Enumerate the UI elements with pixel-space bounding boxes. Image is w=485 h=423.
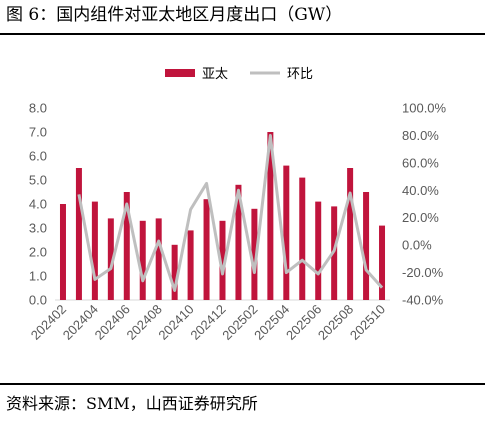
- y-left-tick-label: 3.0: [29, 221, 47, 236]
- line-series-path: [77, 133, 384, 292]
- bar: [267, 132, 274, 300]
- bar: [171, 244, 178, 300]
- line-series: [77, 133, 384, 292]
- x-axis-labels: 2024022024042024062024082024102024122025…: [28, 302, 388, 343]
- y-right-tick-label: 20.0%: [402, 210, 439, 225]
- bar: [107, 218, 114, 300]
- chart-axes: 0.0 1.0 2.0 3.0 4.0 5.0 6.0 7.0 8.0 -40.0% -20.0% 0…: [29, 101, 447, 308]
- legend-label: 环比: [287, 67, 313, 82]
- y-left-tick-label: 0.0: [29, 293, 47, 308]
- y-left-tick-label: 7.0: [29, 125, 47, 140]
- bar: [59, 204, 66, 300]
- bar: [123, 192, 130, 300]
- y-left-tick-label: 5.0: [29, 173, 47, 188]
- bar: [347, 168, 354, 300]
- bar: [139, 220, 146, 300]
- y-right-tick-label: 60.0%: [402, 155, 439, 170]
- bar: [187, 230, 194, 300]
- bar: [203, 199, 210, 300]
- bar: [299, 177, 306, 300]
- bar-series: [59, 132, 386, 300]
- y-left-tick-label: 6.0: [29, 149, 47, 164]
- y-left-tick-label: 4.0: [29, 197, 47, 212]
- y-left-tick-label: 2.0: [29, 245, 47, 260]
- bar: [219, 220, 226, 300]
- y-right-tick-label: -20.0%: [402, 265, 444, 280]
- y-right-tick-label: 0.0%: [402, 238, 432, 253]
- y-left-tick-label: 8.0: [29, 101, 47, 116]
- x-tick-label: 202510: [347, 302, 388, 343]
- y-right-tick-label: 100.0%: [402, 101, 447, 116]
- bar: [155, 218, 162, 300]
- y-right-tick-label: 40.0%: [402, 183, 439, 198]
- legend-label: 亚太: [202, 67, 228, 82]
- y-right-tick-label: -40.0%: [402, 293, 444, 308]
- y-left-tick-label: 1.0: [29, 269, 47, 284]
- bar: [379, 225, 386, 300]
- chart-title: 图 6：国内组件对亚太地区月度出口（GW）: [6, 5, 343, 25]
- source-note: 资料来源：SMM，山西证券研究所: [6, 394, 258, 413]
- source-divider: [0, 383, 485, 385]
- bar: [283, 165, 290, 300]
- chart-area: 亚太 环比 0.0 1.0 2.0 3.0 4.0 5.0 6.0 7.0 8.0 -40.0% -2…: [28, 67, 447, 343]
- bar: [315, 201, 322, 300]
- bar: [251, 208, 258, 300]
- y-right-tick-label: 80.0%: [402, 128, 439, 143]
- bar: [91, 201, 98, 300]
- bar: [75, 168, 82, 300]
- chart-legend: 亚太 环比: [165, 67, 313, 82]
- title-divider: [0, 33, 485, 35]
- bar: [235, 184, 242, 300]
- legend-swatch-bar: [165, 69, 195, 77]
- bar: [363, 192, 370, 300]
